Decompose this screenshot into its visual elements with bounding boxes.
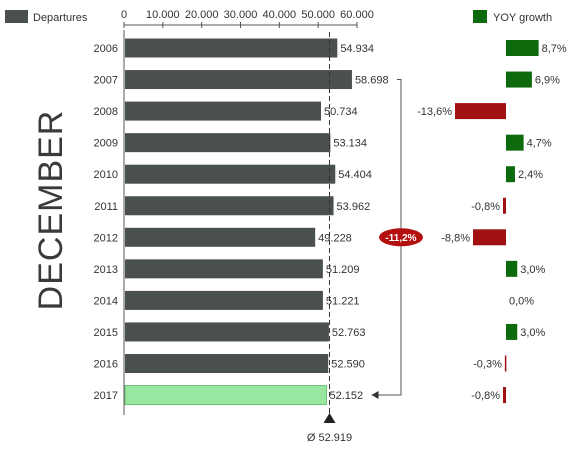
- value-label: 58.698: [355, 75, 389, 87]
- average-marker: Ø 52.919: [307, 32, 352, 444]
- growth-bar-negative: [473, 229, 506, 246]
- year-label: 2013: [94, 264, 118, 276]
- year-label: 2007: [94, 75, 118, 87]
- year-label: 2011: [94, 201, 118, 213]
- value-label: 50.734: [324, 106, 358, 118]
- growth-label: 4,7%: [527, 138, 552, 150]
- departure-bars: 2006 54.934 2007 58.698 2008 50.734 2009 53.134…: [94, 38, 389, 406]
- bar: [125, 354, 329, 373]
- annotation-arrow-head: [371, 391, 379, 400]
- growth-label: 6,9%: [535, 75, 560, 87]
- growth-label: -0,8%: [471, 390, 500, 402]
- year-label: 2006: [94, 43, 118, 55]
- legend: Departures YOY growth: [5, 10, 552, 24]
- growth-label: 8,7%: [542, 43, 567, 55]
- value-label: 52.590: [331, 359, 365, 371]
- legend-yoy-label: YOY growth: [493, 12, 552, 24]
- year-label: 2016: [94, 359, 118, 371]
- growth-bar-positive: [506, 71, 532, 88]
- year-label: 2008: [94, 106, 118, 118]
- value-label: 53.962: [337, 201, 371, 213]
- growth-label: -0,3%: [473, 359, 502, 371]
- value-label: 53.134: [333, 138, 367, 150]
- yoy-growth-bars: 8,7% 6,9% -13,6% 4,7% 2,4% -0,8% -8,8% 3,0% 0,0%…: [417, 40, 567, 404]
- year-label: 2009: [94, 138, 118, 150]
- growth-bar-positive: [506, 134, 524, 151]
- bar: [125, 70, 352, 90]
- year-label: 2012: [94, 232, 118, 244]
- growth-label: -0,8%: [471, 201, 500, 213]
- growth-bar-positive: [506, 40, 539, 56]
- growth-label: -8,8%: [441, 232, 470, 244]
- x-tick-label: 50.000: [301, 9, 335, 21]
- x-axis: 0 10.000 20.000 30.000 40.000 50.000 60.000: [121, 9, 374, 416]
- x-tick-label: 40.000: [263, 9, 297, 21]
- bar: [125, 227, 316, 247]
- growth-bar-negative: [455, 103, 506, 120]
- value-label: 54.404: [338, 169, 372, 181]
- x-tick-label: 10.000: [146, 9, 180, 21]
- growth-bar-positive: [506, 260, 518, 277]
- annotation-badge: [379, 228, 423, 247]
- bar-highlight: [124, 385, 328, 406]
- x-tick-label: 60.000: [340, 9, 374, 21]
- growth-bar-negative: [503, 197, 506, 214]
- value-label: 54.934: [340, 43, 374, 55]
- legend-departures-label: Departures: [33, 12, 88, 24]
- year-label: 2015: [94, 327, 118, 339]
- bar: [125, 164, 336, 184]
- value-label: 51.209: [326, 264, 360, 276]
- year-label: 2017: [94, 390, 118, 402]
- growth-label: 0,0%: [509, 295, 534, 307]
- growth-bar-positive: [506, 323, 518, 340]
- legend-yoy-swatch: [473, 10, 487, 23]
- x-tick-label: 30.000: [224, 9, 258, 21]
- annotation-label: -11,2%: [385, 233, 416, 244]
- legend-departures-swatch: [5, 10, 28, 23]
- growth-bar-negative: [504, 355, 507, 372]
- change-annotation: -11,2%: [371, 79, 423, 400]
- bar: [125, 38, 338, 58]
- value-label: 51.221: [326, 295, 360, 307]
- x-tick-label: 0: [121, 9, 127, 21]
- growth-label: 3,0%: [520, 327, 545, 339]
- bar: [125, 196, 334, 216]
- bar: [125, 259, 323, 279]
- value-label: 52.763: [332, 327, 366, 339]
- bar: [125, 101, 322, 121]
- growth-bar-positive: [506, 166, 515, 183]
- average-label: Ø 52.919: [307, 432, 352, 444]
- year-label: 2010: [94, 169, 118, 181]
- x-tick-label: 20.000: [185, 9, 219, 21]
- average-triangle: [323, 413, 336, 424]
- growth-bar-negative: [503, 387, 506, 404]
- value-label: 49.228: [318, 232, 352, 244]
- bar: [125, 290, 323, 310]
- growth-label: -13,6%: [417, 106, 452, 118]
- growth-label: 3,0%: [520, 264, 545, 276]
- bar: [125, 322, 329, 342]
- side-title: DECEMBER: [32, 110, 70, 311]
- bar: [125, 133, 331, 153]
- value-label: 52.152: [330, 390, 364, 402]
- year-label: 2014: [94, 295, 118, 307]
- growth-label: 2,4%: [518, 169, 543, 181]
